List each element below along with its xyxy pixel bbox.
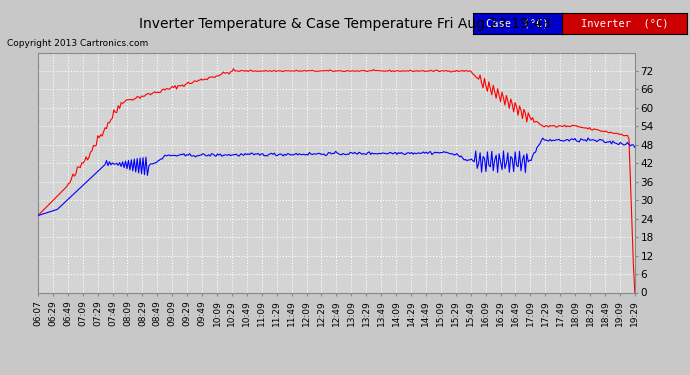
Text: Case  (°C): Case (°C)	[486, 18, 549, 28]
Text: Inverter  (°C): Inverter (°C)	[581, 18, 668, 28]
Text: Copyright 2013 Cartronics.com: Copyright 2013 Cartronics.com	[7, 39, 148, 48]
Text: Inverter Temperature & Case Temperature Fri Aug 23 19:43: Inverter Temperature & Case Temperature …	[139, 17, 551, 31]
